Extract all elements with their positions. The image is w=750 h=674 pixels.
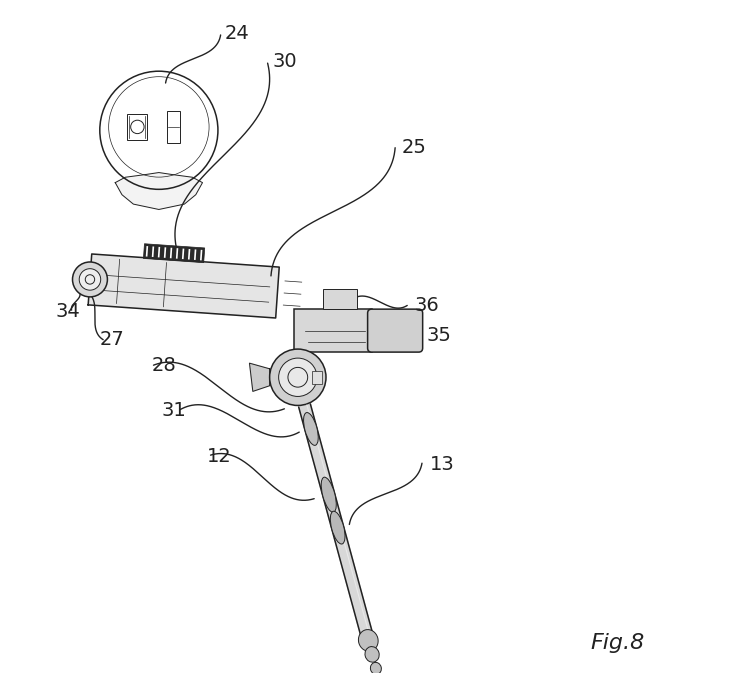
Polygon shape (250, 363, 269, 392)
FancyBboxPatch shape (368, 309, 423, 352)
Text: 34: 34 (56, 302, 80, 321)
Bar (295, 309, 372, 353)
Text: Fig.8: Fig.8 (591, 633, 645, 653)
Ellipse shape (365, 646, 380, 662)
Text: 30: 30 (272, 53, 297, 71)
Circle shape (80, 269, 100, 290)
Text: 35: 35 (426, 326, 451, 345)
Text: 27: 27 (100, 330, 124, 349)
Ellipse shape (358, 630, 378, 651)
Polygon shape (116, 173, 202, 210)
Bar (143, 244, 205, 263)
Circle shape (279, 358, 317, 396)
Circle shape (269, 349, 326, 406)
Bar (312, 371, 322, 384)
Bar (128, 114, 148, 140)
Ellipse shape (370, 663, 381, 674)
Text: 25: 25 (401, 138, 426, 157)
Text: 36: 36 (415, 296, 440, 315)
Ellipse shape (304, 412, 318, 446)
Bar (323, 288, 356, 309)
Bar (167, 111, 180, 143)
Text: 24: 24 (225, 24, 250, 43)
Polygon shape (298, 404, 374, 642)
Ellipse shape (330, 511, 345, 544)
Text: 12: 12 (207, 447, 232, 466)
Circle shape (73, 262, 107, 297)
Text: 28: 28 (152, 356, 176, 375)
Polygon shape (88, 254, 279, 318)
Text: 31: 31 (161, 401, 186, 421)
Ellipse shape (321, 477, 336, 512)
Text: 13: 13 (430, 455, 454, 474)
